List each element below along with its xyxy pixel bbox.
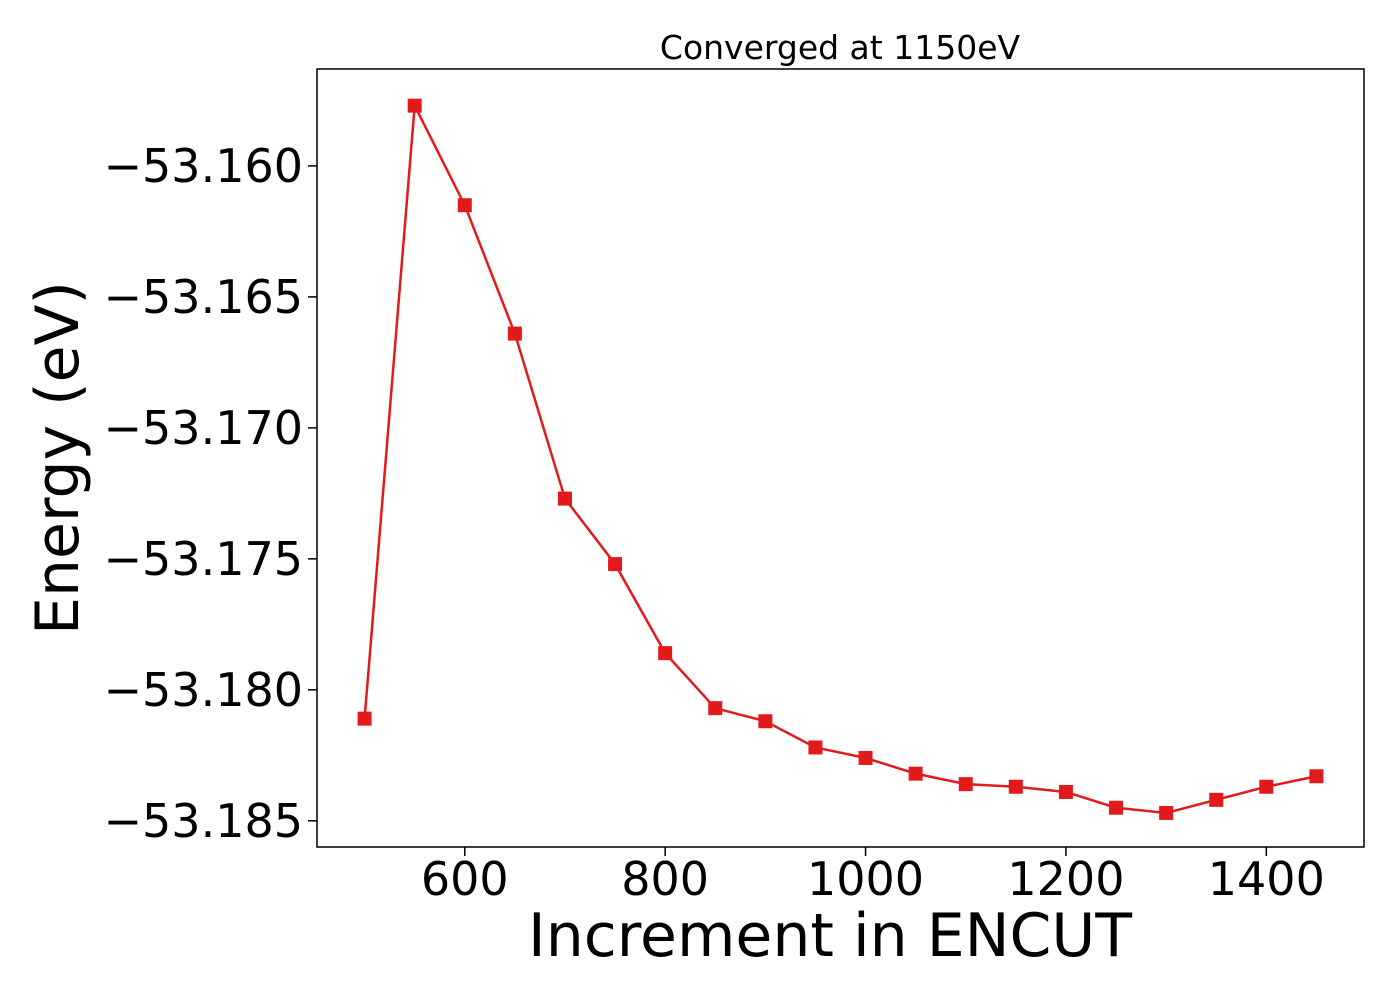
x-tick-label: 1400 [1208,852,1325,906]
y-tick-label: −53.170 [104,401,304,455]
data-point-marker [1259,779,1274,794]
data-point-marker [808,740,823,755]
data-point-marker [1109,800,1124,815]
plot-frame [316,68,1365,848]
series-layer [357,98,1324,820]
data-point-marker [1209,792,1224,807]
data-point-marker [1159,805,1174,820]
x-tick-label: 800 [621,852,709,906]
x-axis-ticks: 600 800 1000 1200 1400 [421,847,1325,906]
y-tick-label: −53.175 [104,532,304,586]
data-point-marker [858,750,873,765]
chart-title: Converged at 1150eV [660,28,1021,67]
y-tick-label: −53.185 [104,794,304,848]
x-axis-label: Increment in ENCUT [528,901,1132,971]
data-point-marker [708,701,723,716]
data-point-marker [658,646,673,661]
data-point-marker [357,711,372,726]
data-point-marker [557,491,572,506]
data-point-marker [407,98,422,113]
y-axis-label: Energy (eV) [23,281,93,635]
y-tick-label: −53.165 [104,270,304,324]
data-point-marker [1309,769,1324,784]
x-tick-label: 600 [421,852,509,906]
data-point-marker [958,777,973,792]
data-point-marker [507,326,522,341]
series-line [363,101,1317,815]
data-point-marker [1058,784,1073,799]
y-axis-ticks: −53.160 −53.165 −53.170 −53.175 −53.180 −53.1… [104,139,317,848]
data-point-marker [758,714,773,729]
x-tick-label: 1000 [807,852,924,906]
y-tick-label: −53.160 [104,139,304,193]
data-point-marker [1008,779,1023,794]
data-point-marker [608,557,623,572]
y-tick-label: −53.180 [104,663,304,717]
data-point-marker [457,198,472,213]
x-tick-label: 1200 [1007,852,1124,906]
data-point-marker [908,766,923,781]
